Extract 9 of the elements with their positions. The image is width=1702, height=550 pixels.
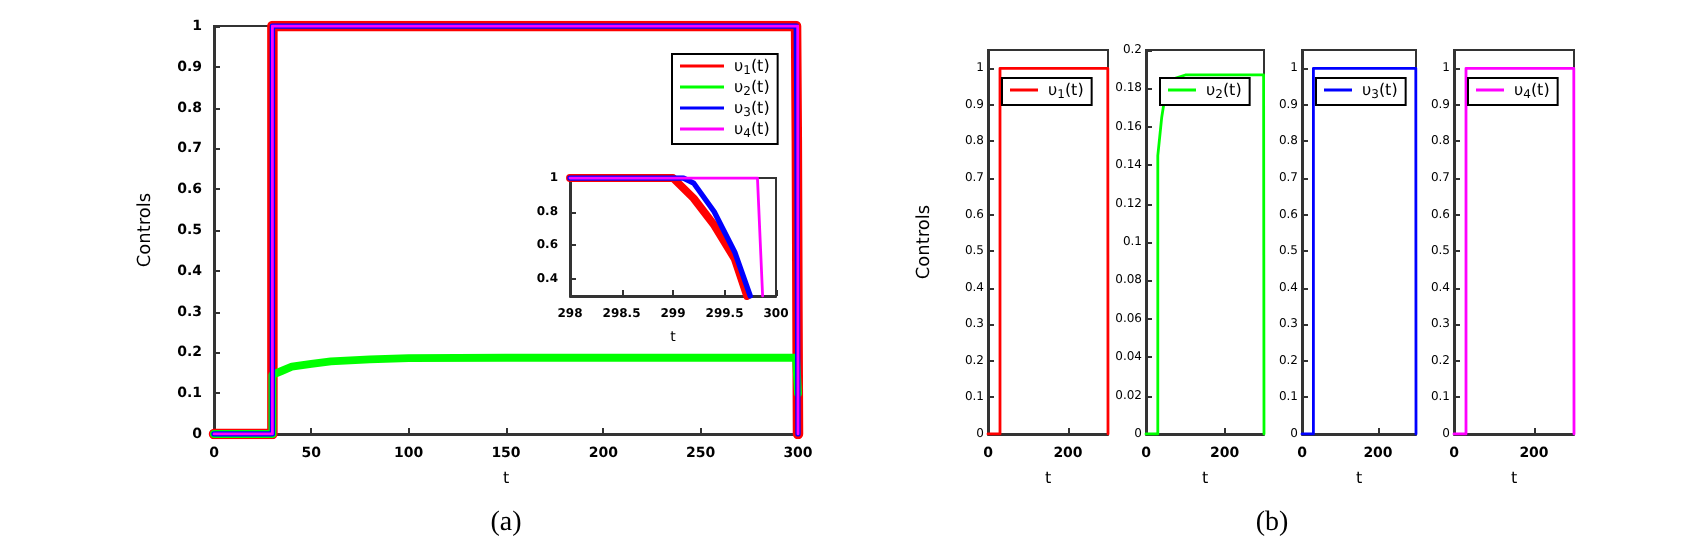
x-axis-title: t bbox=[1201, 468, 1209, 487]
x-axis-title: t bbox=[1355, 468, 1363, 487]
text: (a) bbox=[488, 508, 524, 540]
x-axis-title: t bbox=[502, 468, 510, 487]
y-axis-title: Controls bbox=[915, 204, 935, 280]
x-axis-title: t bbox=[1044, 468, 1052, 487]
x-axis-title: t bbox=[1510, 468, 1518, 487]
y-axis-title: Controls bbox=[136, 192, 157, 268]
text: (b) bbox=[1253, 508, 1291, 540]
